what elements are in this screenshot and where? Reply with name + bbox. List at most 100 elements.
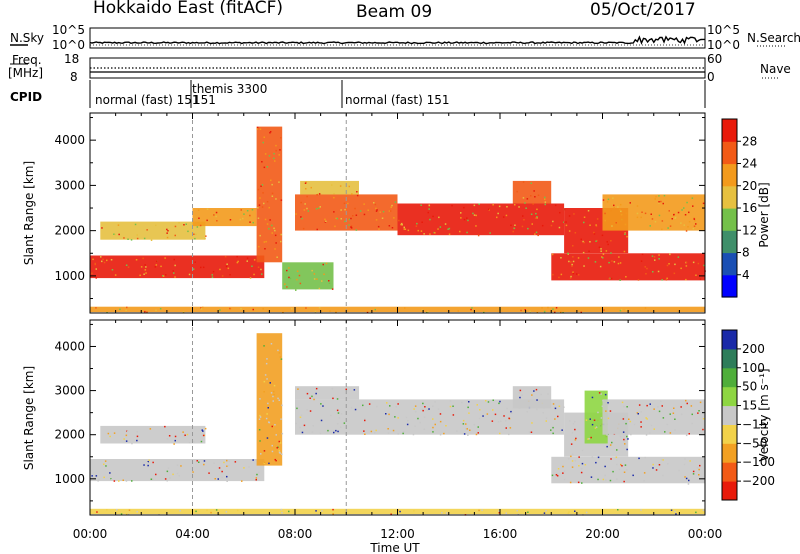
power-data-speckle — [589, 224, 591, 226]
power-data-speckle — [155, 224, 157, 227]
power-data-speckle — [477, 234, 480, 237]
power-data-speckle — [336, 217, 338, 220]
velocity-data-speckle — [368, 403, 371, 405]
power-data-speckle — [335, 217, 337, 220]
colorbar-swatch — [722, 386, 737, 407]
power-data-speckle — [280, 199, 283, 201]
power-data-speckle — [159, 308, 162, 310]
velocity-data-speckle — [580, 467, 583, 470]
velocity-data-speckle — [279, 452, 281, 454]
velocity-data-speckle — [517, 513, 520, 516]
power-data-speckle — [401, 222, 403, 225]
power-data-speckle — [162, 275, 164, 277]
power-data-speckle — [663, 194, 666, 197]
power-data-speckle — [571, 265, 573, 267]
power-data-speckle — [240, 209, 242, 211]
velocity-data-speckle — [620, 463, 622, 466]
power-data-speckle — [524, 309, 526, 311]
power-data-speckle — [166, 236, 169, 239]
velocity-data-speckle — [188, 442, 191, 444]
velocity-data-speckle — [241, 480, 243, 482]
noise-tick-high-right: 10^5 — [707, 23, 740, 37]
velocity-data-speckle — [702, 428, 704, 431]
velocity-data-speckle — [508, 433, 510, 436]
power-data-speckle — [162, 275, 165, 277]
velocity-data-speckle — [571, 460, 574, 462]
power-data-speckle — [94, 263, 96, 266]
velocity-data-speckle — [606, 445, 608, 448]
power-data-speckle — [595, 240, 597, 242]
colorbar-tick-label: 15 — [742, 399, 757, 413]
power-data-speckle — [334, 225, 336, 228]
power-data-speckle — [252, 221, 254, 224]
velocity-data-speckle — [321, 510, 323, 512]
power-data-speckle — [261, 161, 263, 163]
velocity-data-speckle — [313, 398, 315, 401]
colorbar-tick-label: 16 — [742, 201, 757, 215]
velocity-data-speckle — [606, 402, 609, 405]
power-data-speckle — [174, 276, 176, 278]
power-data-speckle — [261, 273, 263, 275]
power-data-speckle — [513, 227, 516, 230]
power-data-speckle — [404, 228, 407, 230]
power-data-speckle — [114, 274, 117, 276]
velocity-data-speckle — [399, 510, 401, 513]
power-data-speckle — [401, 224, 403, 226]
velocity-data-speckle — [664, 431, 666, 433]
power-data-speckle — [669, 225, 672, 227]
velocity-data-speckle — [143, 464, 145, 466]
velocity-data-speckle — [152, 478, 154, 481]
power-data-speckle — [428, 208, 430, 210]
velocity-data-speckle — [468, 412, 470, 414]
power-data-speckle — [532, 203, 534, 205]
velocity-data-speckle — [652, 467, 654, 469]
power-data-speckle — [606, 201, 609, 203]
velocity-data-speckle — [604, 474, 606, 477]
colorbar-swatch — [722, 424, 737, 444]
power-data-speckle — [240, 308, 242, 310]
velocity-data-speckle — [687, 483, 690, 485]
velocity-data-speckle — [445, 425, 447, 427]
power-data-speckle — [674, 217, 676, 219]
power-data-speckle — [668, 210, 670, 212]
power-data-speckle — [466, 231, 468, 234]
velocity-data-speckle — [497, 421, 500, 423]
power-data-speckle — [620, 308, 623, 311]
velocity-data-speckle — [571, 431, 574, 434]
velocity-data-speckle — [554, 407, 557, 410]
power-data-speckle — [303, 209, 306, 211]
power-data-speckle — [173, 272, 175, 274]
velocity-data-speckle — [439, 413, 442, 415]
power-data-speckle — [658, 214, 661, 217]
power-data-speckle — [278, 154, 280, 156]
power-data-speckle — [229, 219, 232, 221]
power-data-speckle — [313, 273, 316, 275]
velocity-data-speckle — [387, 432, 390, 434]
power-data-speckle — [275, 198, 277, 200]
velocity-data-speckle — [296, 407, 298, 410]
velocity-data-speckle — [486, 413, 489, 415]
y-tick-label: 1000 — [54, 472, 85, 486]
velocity-data-speckle — [498, 402, 500, 405]
velocity-data-speckle — [577, 481, 580, 484]
velocity-data-speckle — [609, 444, 612, 446]
velocity-data-band — [100, 425, 206, 444]
power-data-speckle — [607, 198, 610, 201]
velocity-data-speckle — [638, 404, 641, 406]
power-data-speckle — [111, 269, 114, 271]
velocity-data-speckle — [267, 402, 269, 405]
power-data-speckle — [391, 227, 394, 229]
power-data-speckle — [523, 219, 525, 221]
power-data-speckle — [200, 308, 203, 310]
colorbar-swatch — [722, 443, 737, 463]
power-data-speckle — [693, 218, 696, 220]
power-data-speckle — [641, 211, 643, 213]
power-data-speckle — [261, 184, 264, 186]
power-data-speckle — [127, 266, 130, 268]
velocity-data-speckle — [265, 362, 268, 365]
power-data-speckle — [600, 250, 602, 252]
power-data-band — [512, 180, 552, 204]
velocity-data-speckle — [439, 420, 442, 423]
velocity-data-speckle — [545, 510, 547, 512]
power-data-speckle — [166, 228, 168, 231]
